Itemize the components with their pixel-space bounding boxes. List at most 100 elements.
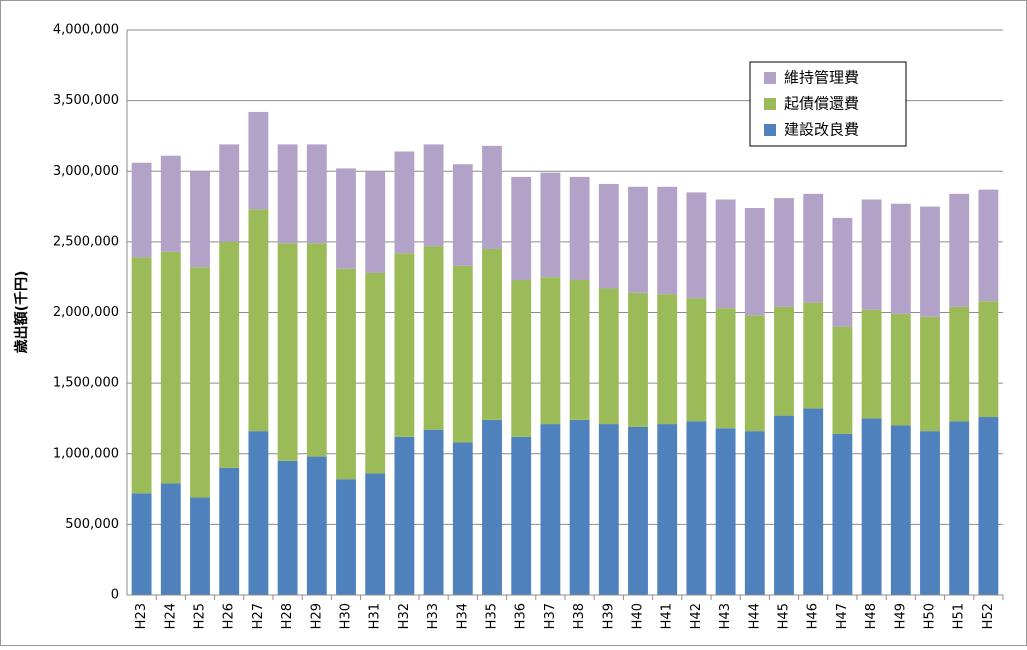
bar-segment bbox=[277, 243, 298, 461]
bar-segment bbox=[861, 199, 882, 310]
bar-segment bbox=[744, 315, 765, 432]
x-tick-label: H38 bbox=[572, 603, 587, 629]
x-tick-label: H40 bbox=[631, 603, 646, 629]
x-tick-label: H47 bbox=[835, 603, 850, 629]
bar-segment bbox=[686, 421, 707, 595]
bar-segment bbox=[160, 155, 181, 252]
bar-segment bbox=[540, 277, 561, 425]
bar-segment bbox=[715, 428, 736, 595]
bar-segment bbox=[978, 417, 999, 595]
y-tick-label: 1,500,000 bbox=[53, 376, 119, 391]
bar-segment bbox=[920, 206, 940, 317]
bar-segment bbox=[482, 419, 502, 595]
bar-segment bbox=[949, 306, 970, 422]
x-tick-label: H34 bbox=[455, 603, 470, 629]
bar-segment bbox=[131, 493, 152, 595]
bar-segment bbox=[861, 418, 882, 595]
x-tick-label: H23 bbox=[134, 603, 149, 629]
bar-segment bbox=[920, 316, 940, 432]
bar-segment bbox=[803, 302, 824, 409]
y-tick-label: 1,000,000 bbox=[53, 446, 119, 461]
legend-swatch bbox=[764, 124, 776, 136]
bar-segment bbox=[540, 424, 561, 595]
bar-segment bbox=[657, 424, 678, 595]
bar-segment bbox=[774, 415, 794, 595]
bar-segment bbox=[715, 199, 736, 309]
x-tick-label: H35 bbox=[485, 603, 500, 629]
bar-segment bbox=[774, 198, 794, 307]
bar-segment bbox=[160, 251, 181, 484]
bar-segment bbox=[219, 241, 240, 468]
bar-segment bbox=[832, 326, 853, 434]
bar-segment bbox=[452, 442, 473, 595]
x-tick-label: H25 bbox=[193, 603, 208, 629]
bar-segment bbox=[832, 433, 853, 595]
bar-segment bbox=[511, 280, 532, 437]
bar-segment bbox=[423, 144, 444, 247]
bar-segment bbox=[277, 460, 298, 595]
bar-segment bbox=[394, 151, 415, 254]
bar-segment bbox=[569, 176, 590, 281]
x-tick-label: H30 bbox=[339, 603, 354, 629]
bar-segment bbox=[540, 172, 561, 278]
bar-segment bbox=[452, 164, 473, 266]
x-tick-label: H26 bbox=[222, 603, 237, 629]
bar-segment bbox=[365, 473, 386, 595]
bar-segment bbox=[190, 497, 210, 595]
y-tick-label: 3,000,000 bbox=[53, 164, 119, 179]
legend-label: 起債償還費 bbox=[784, 95, 859, 113]
y-tick-label: 500,000 bbox=[65, 517, 119, 532]
bar-segment bbox=[657, 294, 678, 425]
bar-segment bbox=[248, 431, 269, 595]
x-tick-label: H41 bbox=[660, 603, 675, 629]
bar-segment bbox=[482, 145, 502, 249]
bar-segment bbox=[336, 168, 356, 269]
x-tick-label: H51 bbox=[952, 603, 967, 629]
bar-segment bbox=[511, 436, 532, 595]
y-tick-label: 2,500,000 bbox=[53, 234, 119, 249]
bar-segment bbox=[861, 309, 882, 419]
y-axis-label: 歳出額(千円) bbox=[13, 271, 30, 354]
bar-segment bbox=[365, 272, 386, 474]
bar-segment bbox=[394, 253, 415, 437]
bar-segment bbox=[190, 267, 210, 498]
bar-segment bbox=[248, 209, 269, 432]
bar-segment bbox=[949, 421, 970, 595]
bar-segment bbox=[219, 467, 240, 595]
bar-segment bbox=[832, 217, 853, 327]
bar-segment bbox=[306, 456, 327, 595]
bar-segment bbox=[774, 306, 794, 416]
bar-segment bbox=[686, 192, 707, 299]
bar-segment bbox=[978, 301, 999, 418]
bar-segment bbox=[131, 257, 152, 494]
bar-segment bbox=[598, 288, 619, 425]
bar-segment bbox=[744, 207, 765, 316]
x-tick-label: H48 bbox=[864, 603, 879, 629]
legend-swatch bbox=[764, 72, 776, 84]
bar-segment bbox=[744, 431, 765, 595]
x-tick-label: H39 bbox=[601, 603, 616, 629]
x-tick-label: H29 bbox=[309, 603, 324, 629]
bar-segment bbox=[452, 265, 473, 443]
y-tick-label: 4,000,000 bbox=[53, 23, 119, 38]
bar-segment bbox=[890, 313, 911, 426]
y-tick-label: 0 bbox=[111, 588, 119, 603]
x-tick-label: H42 bbox=[689, 603, 704, 629]
bar-segment bbox=[511, 176, 532, 281]
bar-segment bbox=[336, 479, 356, 595]
bar-segment bbox=[394, 436, 415, 595]
bar-segment bbox=[890, 425, 911, 595]
x-tick-label: H24 bbox=[163, 603, 178, 629]
bar-segment bbox=[569, 280, 590, 420]
bar-segment bbox=[628, 186, 648, 293]
x-tick-label: H43 bbox=[718, 603, 733, 629]
bar-segment bbox=[657, 186, 678, 295]
bar-segment bbox=[949, 193, 970, 307]
bar-segment bbox=[890, 203, 911, 314]
bar-segment bbox=[628, 292, 648, 427]
bar-segment bbox=[978, 189, 999, 302]
bar-segment bbox=[219, 144, 240, 242]
x-tick-label: H52 bbox=[981, 603, 996, 629]
